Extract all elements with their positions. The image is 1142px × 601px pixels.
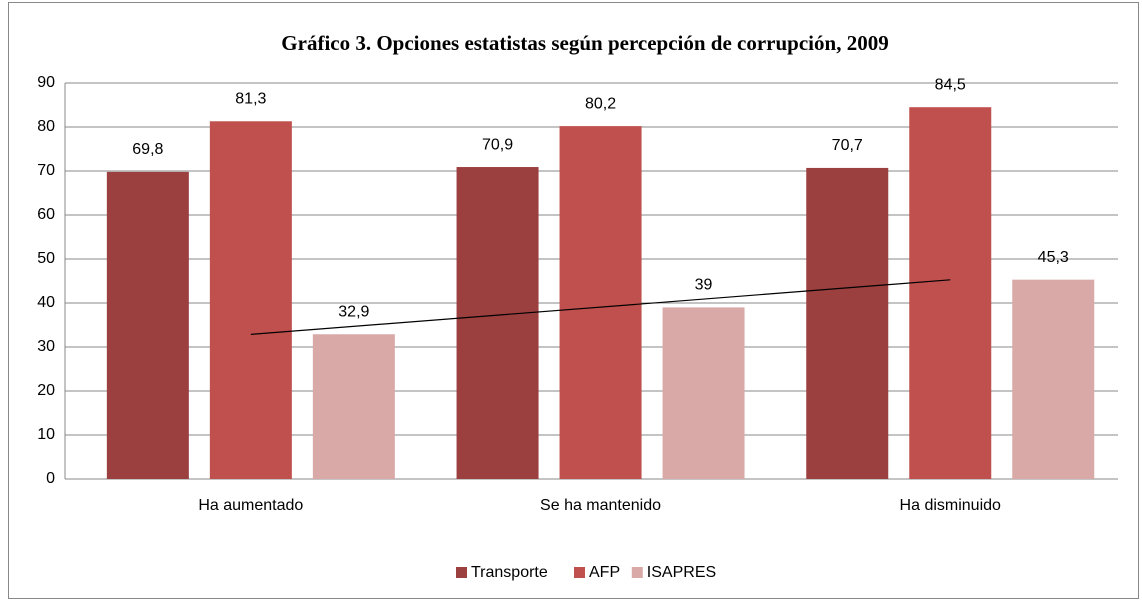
legend-label: ISAPRES	[647, 564, 716, 581]
y-tick-label: 60	[37, 206, 55, 223]
y-tick-label: 40	[37, 294, 55, 311]
y-tick-label: 90	[37, 74, 55, 91]
data-label: 84,5	[935, 76, 966, 93]
data-label: 32,9	[338, 303, 369, 320]
x-tick-label: Ha disminuido	[900, 497, 1001, 514]
legend-swatch	[456, 567, 467, 578]
bar	[662, 307, 745, 479]
bar	[909, 107, 992, 479]
y-tick-label: 80	[37, 118, 55, 135]
legend-label: Transporte	[471, 564, 548, 581]
data-label: 81,3	[235, 90, 266, 107]
y-tick-label: 20	[37, 382, 55, 399]
data-label: 70,9	[482, 136, 513, 153]
y-tick-label: 30	[37, 338, 55, 355]
bar	[106, 171, 189, 479]
data-label: 70,7	[832, 137, 863, 154]
x-tick-label: Se ha mantenido	[540, 497, 661, 514]
data-label: 45,3	[1038, 249, 1069, 266]
data-label: 80,2	[585, 95, 616, 112]
legend-label: AFP	[589, 564, 620, 581]
bar	[1012, 279, 1095, 479]
x-tick-label: Ha aumentado	[198, 497, 303, 514]
y-tick-label: 0	[46, 470, 55, 487]
y-tick-label: 50	[37, 250, 55, 267]
y-tick-label: 70	[37, 162, 55, 179]
bar	[209, 121, 292, 479]
chart-title: Gráfico 3. Opciones estatistas según per…	[281, 31, 888, 55]
bar	[456, 167, 539, 480]
y-tick-label: 10	[37, 426, 55, 443]
legend-swatch	[574, 567, 585, 578]
legend-swatch	[631, 567, 643, 578]
trendline	[250, 279, 951, 335]
data-label: 39	[695, 277, 713, 294]
data-label: 69,8	[132, 141, 163, 158]
bar	[559, 126, 642, 480]
bar	[312, 334, 395, 479]
bar	[806, 167, 889, 480]
